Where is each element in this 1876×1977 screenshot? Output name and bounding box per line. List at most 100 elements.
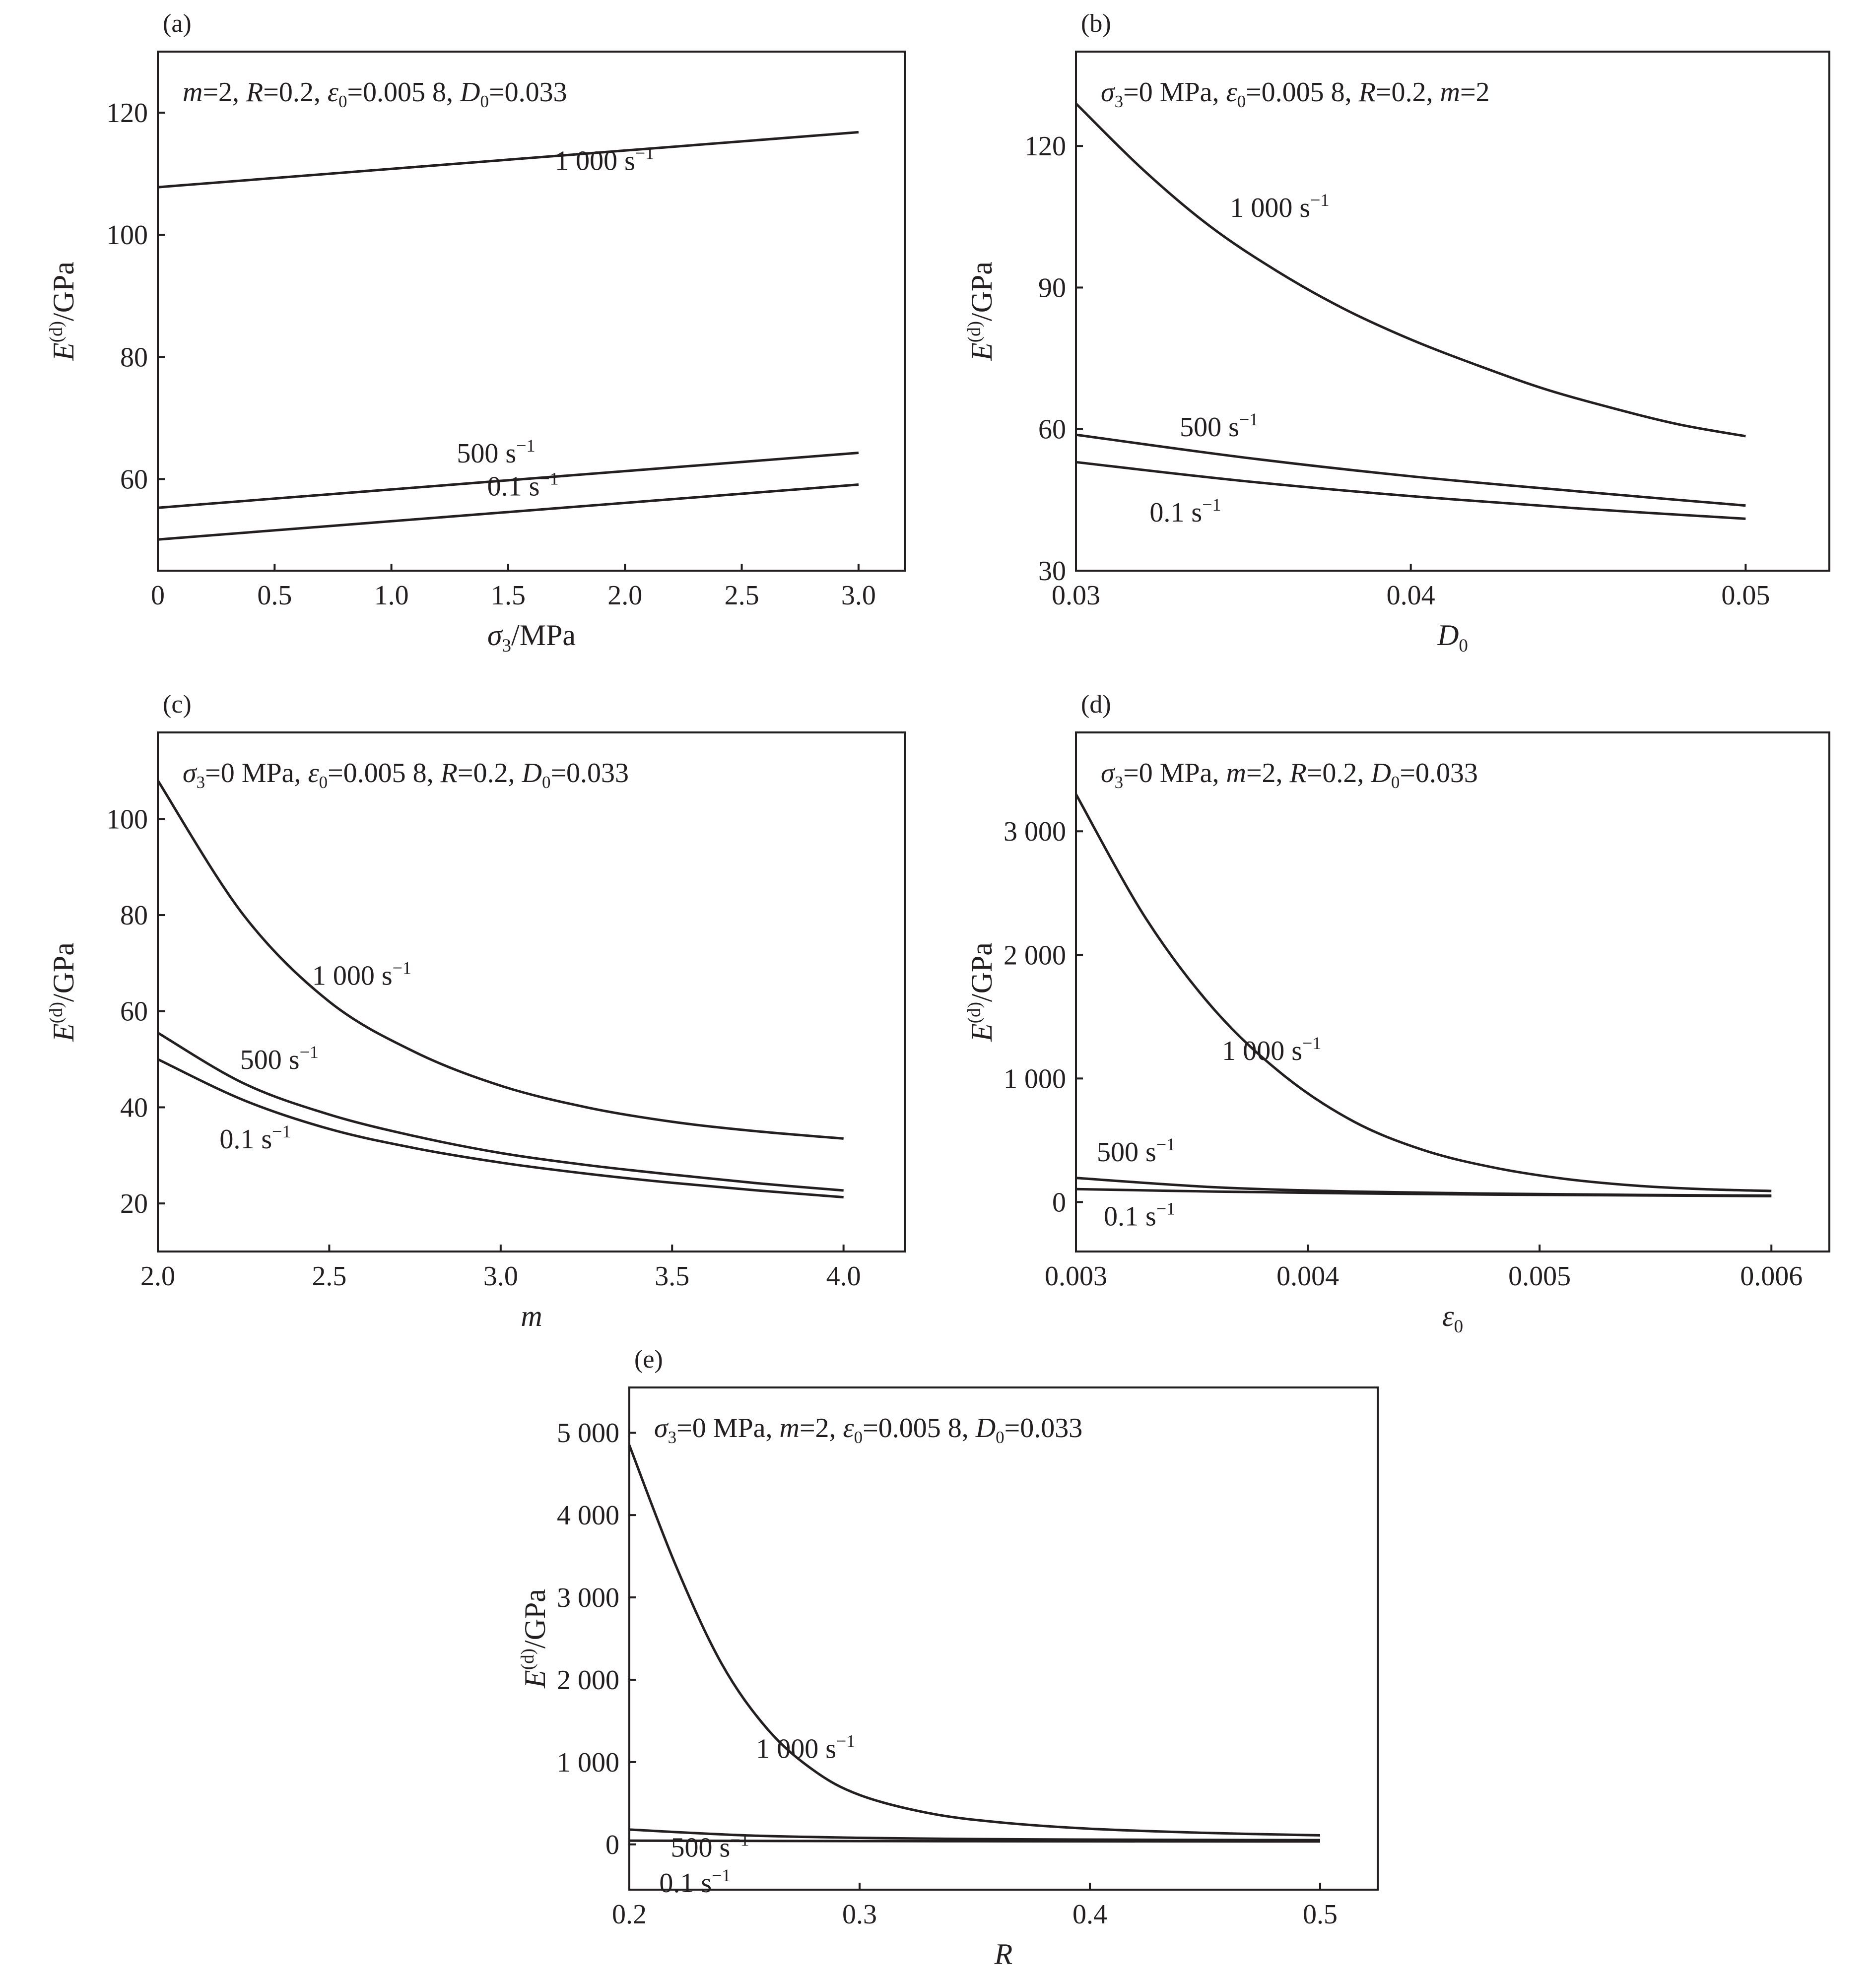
series-label: 500 s−1	[1097, 1134, 1175, 1168]
y-tick-label: 5 000	[557, 1418, 619, 1449]
series-label: 0.1 s−1	[487, 469, 559, 502]
parameter-annotation: σ3=0 MPa, m=2, ε0=0.005 8, D0=0.033	[654, 1413, 1082, 1447]
x-tick-label: 0.004	[1276, 1261, 1339, 1292]
series-label: 500 s−1	[457, 436, 535, 469]
series-line-3	[157, 1058, 844, 1199]
plot-frame	[1075, 51, 1830, 572]
y-tick-label: 1 000	[557, 1747, 619, 1778]
y-axis-title: E(d)/GPa	[46, 262, 80, 361]
y-tick-label: 90	[1038, 272, 1066, 303]
series-label: 500 s−1	[240, 1042, 319, 1075]
y-axis-title: E(d)/GPa	[964, 262, 998, 361]
y-axis-title: E(d)/GPa	[518, 1589, 551, 1689]
series-label: 500 s−1	[1180, 409, 1258, 443]
plot-frame	[157, 731, 906, 1252]
series-line-2	[157, 1032, 844, 1192]
series-line-1	[628, 1445, 1321, 1837]
plot-frame	[1075, 731, 1830, 1252]
series-label: 0.1 s−1	[659, 1865, 731, 1899]
y-tick-label: 60	[120, 464, 148, 495]
x-tick-label: 0.4	[1072, 1899, 1107, 1930]
y-tick-label: 0	[605, 1830, 619, 1860]
y-tick-label: 3 000	[1004, 816, 1066, 847]
panel-c: (c) 2.0 2.5 3.0 3.5 4.0 20 40 60 80 100 m E(d)/GPa σ3…	[46, 690, 906, 1332]
panel-label: (a)	[163, 9, 192, 38]
panel-a: (a) 0 0.5 1.0 1.5 2.0 2.5 3.0 60 80 100 120 σ3/MPa E(…	[46, 9, 906, 656]
x-axis-title: σ3/MPa	[487, 619, 576, 656]
x-tick-label: 0.005	[1508, 1261, 1571, 1292]
y-tick-label: 80	[120, 342, 148, 373]
plot-frame	[157, 51, 906, 572]
series-line-3	[1075, 1187, 1772, 1197]
y-tick-label: 40	[120, 1092, 148, 1123]
panel-e: (e) 0.2 0.3 0.4 0.5 0 1 000 2 000 3 000 4 000 5 00…	[518, 1345, 1379, 1971]
parameter-annotation: σ3=0 MPa, ε0=0.005 8, R=0.2, m=2	[1101, 77, 1490, 111]
x-tick-label: 3.0	[483, 1261, 518, 1292]
x-axis-title: D0	[1437, 619, 1468, 656]
panel-b: (b) 0.03 0.04 0.05 30 60 90 120 D0 E(d)/GPa σ3=0 M…	[964, 9, 1830, 656]
series-line-2	[1075, 433, 1746, 507]
y-tick-label: 1 000	[1004, 1063, 1066, 1094]
plot-frame	[628, 1386, 1379, 1891]
parameter-annotation: σ3=0 MPa, m=2, R=0.2, D0=0.033	[1101, 758, 1478, 792]
x-tick-label: 0.5	[257, 580, 292, 611]
series-label: 0.1 s−1	[1149, 495, 1221, 528]
x-tick-label: 0	[151, 580, 165, 611]
x-tick-label: 3.5	[655, 1261, 689, 1292]
x-tick-label: 1.5	[491, 580, 526, 611]
series-line-3	[157, 483, 859, 541]
series-label: 1 000 s−1	[756, 1731, 855, 1765]
x-axis-title: R	[994, 1938, 1013, 1971]
y-tick-label: 100	[106, 220, 148, 251]
x-tick-label: 0.03	[1052, 580, 1100, 611]
x-tick-label: 0.3	[842, 1899, 877, 1930]
series-label: 1 000 s−1	[1222, 1033, 1321, 1066]
x-tick-label: 0.003	[1045, 1261, 1107, 1292]
x-tick-label: 2.0	[607, 580, 642, 611]
x-tick-label: 2.5	[312, 1261, 346, 1292]
y-tick-label: 3 000	[557, 1582, 619, 1613]
x-tick-label: 0.05	[1721, 580, 1770, 611]
series-label: 500 s−1	[671, 1830, 749, 1863]
y-tick-label: 60	[1038, 414, 1066, 445]
x-axis-title: m	[521, 1300, 542, 1332]
series-line-1	[157, 131, 859, 189]
series-line-3	[1075, 461, 1746, 520]
y-tick-label: 80	[120, 900, 148, 931]
x-tick-label: 0.04	[1387, 580, 1435, 611]
y-axis-title: E(d)/GPa	[964, 942, 998, 1042]
y-tick-label: 120	[106, 98, 148, 129]
x-tick-label: 0.006	[1740, 1261, 1803, 1292]
x-tick-label: 4.0	[826, 1261, 861, 1292]
panel-label: (e)	[634, 1345, 663, 1374]
y-tick-label: 20	[120, 1188, 148, 1219]
y-tick-label: 0	[1052, 1187, 1066, 1218]
y-tick-label: 100	[106, 804, 148, 835]
parameter-annotation: m=2, R=0.2, ε0=0.005 8, D0=0.033	[183, 77, 567, 111]
series-line-1	[1075, 102, 1746, 438]
panel-label: (d)	[1081, 690, 1111, 719]
x-axis-title: ε0	[1442, 1300, 1463, 1337]
series-line-1	[156, 780, 844, 1140]
panel-label: (b)	[1081, 9, 1111, 38]
x-tick-label: 2.0	[140, 1261, 175, 1292]
series-line-2	[157, 452, 859, 509]
y-tick-label: 120	[1024, 131, 1066, 162]
series-line-2	[629, 1828, 1321, 1842]
y-tick-label: 60	[120, 996, 148, 1027]
x-tick-label: 0.5	[1303, 1899, 1338, 1930]
y-tick-label: 30	[1038, 556, 1066, 587]
y-tick-label: 2 000	[557, 1665, 619, 1696]
x-tick-label: 0.2	[612, 1899, 647, 1930]
x-tick-label: 3.0	[841, 580, 876, 611]
y-tick-label: 2 000	[1004, 940, 1066, 971]
y-axis-title: E(d)/GPa	[46, 942, 80, 1042]
series-label: 0.1 s−1	[219, 1121, 291, 1155]
x-tick-label: 1.0	[374, 580, 409, 611]
series-label: 1 000 s−1	[1230, 190, 1329, 223]
x-tick-label: 2.5	[725, 580, 759, 611]
series-label: 0.1 s−1	[1104, 1199, 1175, 1232]
y-tick-label: 4 000	[557, 1500, 619, 1531]
parameter-annotation: σ3=0 MPa, ε0=0.005 8, R=0.2, D0=0.033	[183, 758, 629, 792]
